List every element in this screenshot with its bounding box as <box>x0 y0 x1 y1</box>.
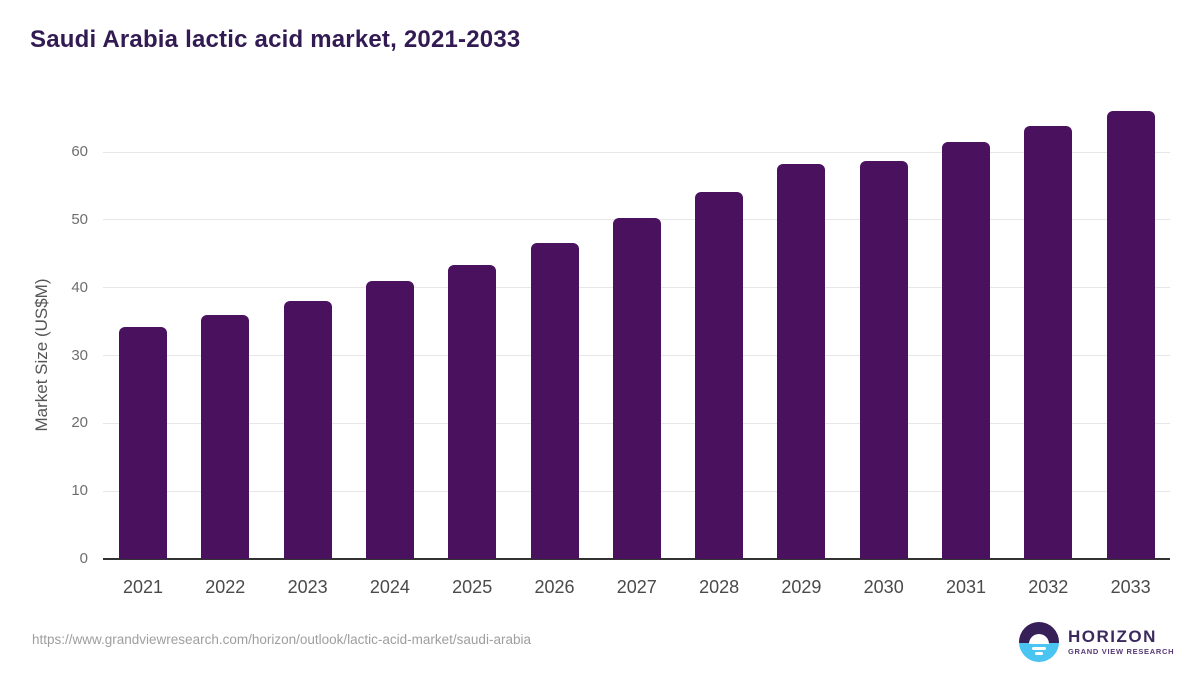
x-tick-label-2033: 2033 <box>1110 577 1151 597</box>
x-axis-line <box>103 558 1170 560</box>
y-tick-label-40: 40 <box>71 278 88 296</box>
bar-2024[interactable] <box>365 280 414 559</box>
sun-reflection-line <box>1032 647 1046 650</box>
x-tick-label-2025: 2025 <box>452 577 493 597</box>
x-tick-label-2021: 2021 <box>122 577 164 597</box>
x-tick-label-2024: 2024 <box>369 577 410 597</box>
logo-tagline: GRAND VIEW RESEARCH <box>1068 647 1175 656</box>
y-tick-label-0: 0 <box>79 550 88 567</box>
x-tick-label-2028: 2028 <box>699 577 740 597</box>
gridline-60 <box>103 151 1170 153</box>
bar-2030[interactable] <box>859 160 908 559</box>
bar-2027[interactable] <box>612 218 661 559</box>
bar-2032[interactable] <box>1024 126 1073 559</box>
x-tick-label-2032: 2032 <box>1028 577 1069 597</box>
bar-2029[interactable] <box>777 163 826 559</box>
y-tick-label-60: 60 <box>71 143 88 160</box>
x-tick-label-2030: 2030 <box>863 577 904 597</box>
bar-2021[interactable] <box>119 327 167 559</box>
y-tick-label-50: 50 <box>71 210 88 228</box>
x-tick-label-2026: 2026 <box>534 577 575 597</box>
bar-2022[interactable] <box>201 314 250 559</box>
plot-area <box>103 110 1170 560</box>
bar-2033[interactable] <box>1106 110 1155 559</box>
horizon-logo: HORIZON GRAND VIEW RESEARCH <box>1019 622 1174 662</box>
x-tick-label-2022: 2022 <box>205 577 246 597</box>
source-url: https://www.grandviewresearch.com/horizo… <box>32 632 531 647</box>
x-tick-label-2027: 2027 <box>616 577 657 597</box>
bar-2028[interactable] <box>695 192 744 559</box>
y-tick-label-30: 30 <box>71 346 88 364</box>
y-tick-label-20: 20 <box>71 414 88 432</box>
x-tick-label-2023: 2023 <box>287 577 328 597</box>
bar-2031[interactable] <box>942 141 990 559</box>
x-tick-label-2029: 2029 <box>781 577 822 597</box>
sun-over-horizon-icon <box>1019 622 1059 662</box>
bar-2025[interactable] <box>448 265 497 559</box>
logo-wordmark: HORIZON <box>1068 627 1157 646</box>
x-tick-label-2031: 2031 <box>945 577 987 597</box>
sun-dome-shape <box>1029 634 1049 644</box>
bar-2023[interactable] <box>283 300 332 559</box>
chart-title: Saudi Arabia lactic acid market, 2021-20… <box>30 26 521 53</box>
bar-2026[interactable] <box>530 242 579 559</box>
sun-reflection-line <box>1035 652 1043 655</box>
y-tick-label-10: 10 <box>71 482 88 500</box>
logo-text: HORIZON GRAND VIEW RESEARCH <box>1068 627 1175 657</box>
